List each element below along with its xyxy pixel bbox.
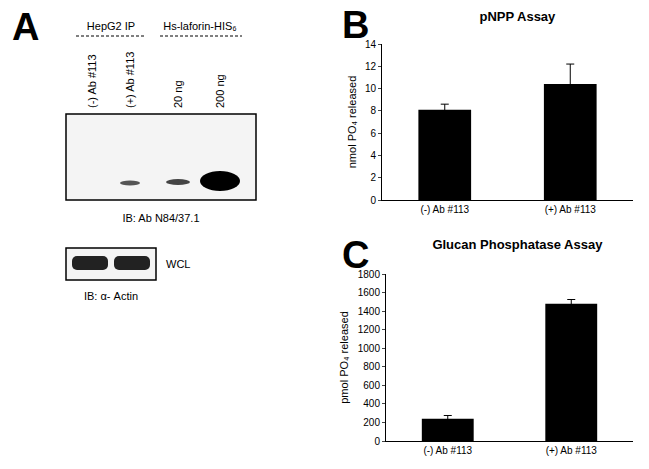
- svg-text:Glucan Phosphatase Assay: Glucan Phosphatase Assay: [432, 237, 603, 252]
- svg-text:1600: 1600: [358, 287, 381, 298]
- svg-text:Hs-laforin-HIS₆: Hs-laforin-HIS₆: [163, 20, 237, 32]
- svg-text:400: 400: [363, 398, 380, 409]
- svg-text:(+) Ab #113: (+) Ab #113: [546, 445, 598, 456]
- svg-text:0: 0: [374, 436, 380, 447]
- svg-text:(+) Ab #113: (+) Ab #113: [545, 204, 597, 215]
- svg-text:(-) Ab #113: (-) Ab #113: [86, 54, 98, 108]
- svg-text:4: 4: [370, 150, 376, 161]
- svg-text:pNPP Assay: pNPP Assay: [479, 9, 556, 24]
- svg-text:1200: 1200: [358, 324, 381, 335]
- svg-text:12: 12: [365, 61, 377, 72]
- svg-text:6: 6: [370, 128, 376, 139]
- svg-text:nmol PO₄ released: nmol PO₄ released: [346, 76, 358, 169]
- svg-text:200: 200: [363, 417, 380, 428]
- svg-text:pmol PO₄ released: pmol PO₄ released: [338, 311, 350, 404]
- svg-text:600: 600: [363, 380, 380, 391]
- svg-text:8: 8: [370, 105, 376, 116]
- svg-text:WCL: WCL: [166, 258, 190, 270]
- svg-text:0: 0: [370, 195, 376, 206]
- svg-text:20 ng: 20 ng: [172, 80, 184, 108]
- svg-text:800: 800: [363, 361, 380, 372]
- svg-text:2: 2: [370, 172, 376, 183]
- svg-text:1000: 1000: [358, 343, 381, 354]
- svg-text:1400: 1400: [358, 306, 381, 317]
- svg-text:(-) Ab #113: (-) Ab #113: [420, 204, 469, 215]
- svg-text:(-) Ab #113: (-) Ab #113: [423, 445, 472, 456]
- svg-text:10: 10: [365, 83, 377, 94]
- svg-text:HepG2 IP: HepG2 IP: [87, 20, 135, 32]
- svg-text:IB: Ab N84/37.1: IB: Ab N84/37.1: [122, 212, 199, 224]
- svg-text:IB: α- Actin: IB: α- Actin: [84, 290, 138, 302]
- svg-text:(+) Ab #113: (+) Ab #113: [124, 52, 136, 108]
- svg-text:200 ng: 200 ng: [214, 74, 226, 108]
